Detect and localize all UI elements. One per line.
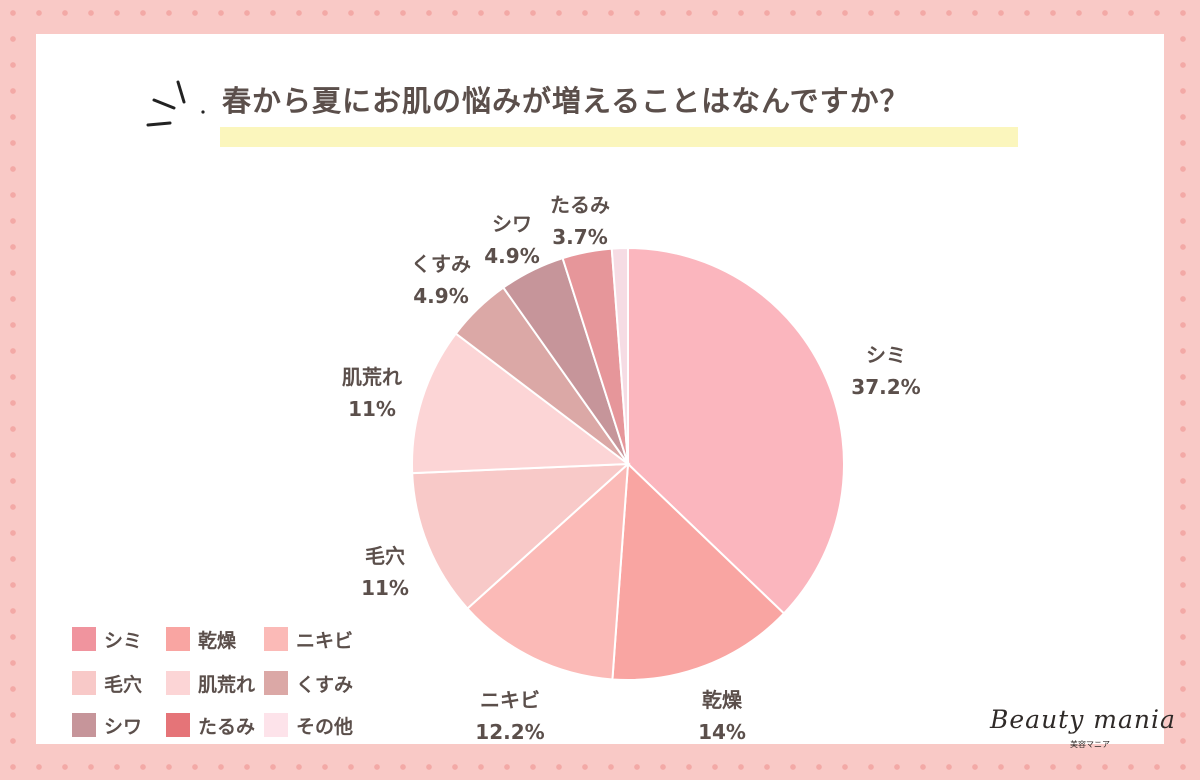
legend-swatch <box>166 713 190 737</box>
legend-item-8: その他 <box>264 712 353 738</box>
legend-item-2: ニキビ <box>264 626 353 652</box>
legend-swatch <box>72 671 96 695</box>
legend-label: シワ <box>104 715 143 738</box>
legend-item-5: くすみ <box>264 670 353 696</box>
legend-label: くすみ <box>296 673 354 696</box>
pie-slice-0 <box>627 246 845 615</box>
pie-slice-3 <box>411 462 631 610</box>
legend-swatch <box>264 713 288 737</box>
legend-item-4: 肌荒れ <box>166 670 255 696</box>
slice-label-name-3: 毛穴 <box>365 544 405 568</box>
sparkle-icon <box>146 80 205 127</box>
brand-subtitle: 美容マニア <box>1070 740 1110 749</box>
legend-swatch <box>72 713 96 737</box>
pie-slice-2 <box>466 461 630 681</box>
slice-label-name-1: 乾燥 <box>702 688 743 712</box>
slice-label-name-2: ニキビ <box>480 688 540 712</box>
pie-slice-1 <box>611 461 786 681</box>
slice-label-name-0: シミ <box>866 343 906 367</box>
slice-label-name-6: シワ <box>492 212 532 236</box>
legend-item-7: たるみ <box>166 712 255 738</box>
slice-label-value-5: 4.9% <box>413 284 468 308</box>
pie-slice-8 <box>610 246 629 465</box>
legend-label: 毛穴 <box>104 673 143 696</box>
legend-swatch <box>166 671 190 695</box>
legend-label: シミ <box>104 629 143 652</box>
legend-label: 肌荒れ <box>198 673 256 696</box>
legend-item-0: シミ <box>72 626 142 652</box>
chart-title: 春から夏にお肌の悩みが増えることはなんですか？ <box>222 84 910 118</box>
legend-item-6: シワ <box>72 712 142 738</box>
slice-label-value-3: 11% <box>361 576 409 600</box>
legend-swatch <box>264 671 288 695</box>
legend-label: 乾燥 <box>198 629 237 652</box>
pie-slice-4 <box>411 332 631 475</box>
slice-label-value-4: 11% <box>348 397 396 421</box>
legend-swatch <box>72 627 96 651</box>
slice-label-name-4: 肌荒れ <box>342 365 402 389</box>
slice-label-name-7: たるみ <box>550 193 610 217</box>
slice-label-value-7: 3.7% <box>552 225 607 249</box>
legend-item-1: 乾燥 <box>166 626 236 652</box>
legend-label: ニキビ <box>296 629 354 652</box>
legend-label: たるみ <box>198 715 256 738</box>
legend-label: その他 <box>296 715 354 738</box>
legend-swatch <box>166 627 190 651</box>
slice-label-name-5: くすみ <box>411 252 471 276</box>
legend-swatch <box>264 627 288 651</box>
slice-label-value-6: 4.9% <box>484 244 539 268</box>
title-highlight <box>220 127 1018 147</box>
slice-label-value-1: 14% <box>698 720 746 744</box>
slice-label-value-0: 37.2% <box>851 375 920 399</box>
brand-logo: Beauty mania 美容マニア <box>990 705 1175 755</box>
slice-label-value-2: 12.2% <box>475 720 544 744</box>
brand-name: Beauty mania <box>990 705 1176 734</box>
legend-item-3: 毛穴 <box>72 670 142 696</box>
